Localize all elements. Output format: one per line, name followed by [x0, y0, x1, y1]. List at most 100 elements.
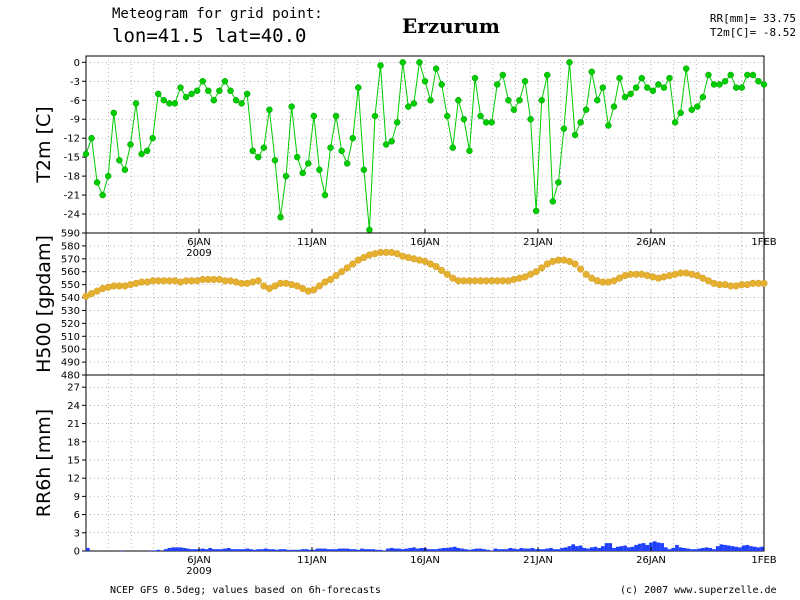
- h500-point: [571, 260, 579, 268]
- rr-bar: [730, 546, 735, 551]
- rr-bar: [726, 545, 731, 551]
- rr-bar: [208, 547, 212, 551]
- stat-rr-total: RR[mm]= 33.75: [709, 12, 796, 25]
- rr-bar: [252, 549, 257, 551]
- rr-bar: [534, 549, 538, 551]
- xtick-label: 1FEB: [751, 555, 776, 566]
- rr-bar: [312, 549, 316, 551]
- t2m-point: [660, 84, 668, 91]
- rr-bar: [541, 549, 546, 551]
- t2m-point: [560, 125, 568, 132]
- rr-bar: [523, 548, 527, 551]
- h500-point: [532, 268, 540, 276]
- ytick-label-temperature: -24: [64, 210, 80, 221]
- rr-bar: [178, 547, 183, 551]
- t2m-point: [349, 134, 357, 142]
- ytick-label-precipitation: 3: [74, 528, 80, 539]
- xtick-label: 26JAN: [636, 237, 666, 248]
- t2m-point: [427, 97, 434, 104]
- t2m-point: [205, 87, 212, 95]
- t2m-point: [177, 84, 184, 91]
- rr-bar: [600, 546, 605, 551]
- rr-bar: [319, 548, 324, 551]
- t2m-point: [532, 207, 540, 215]
- ytick-label-temperature: -15: [64, 153, 80, 164]
- rr-bar: [623, 545, 627, 551]
- y-axis-label-geopotential: H500 [gpdam]: [33, 235, 55, 373]
- rr-bar: [363, 549, 368, 551]
- rr-bar: [497, 549, 501, 551]
- rr-bar: [171, 547, 175, 551]
- rr-bar: [593, 546, 598, 551]
- t2m-point: [727, 71, 734, 79]
- t2m-point: [716, 81, 723, 88]
- rr-bar: [237, 549, 242, 551]
- t2m-point: [255, 153, 262, 161]
- rr-bar: [308, 549, 312, 551]
- t2m-point: [694, 103, 701, 110]
- rr-bar: [289, 549, 294, 551]
- rr-bar: [441, 547, 446, 551]
- xtick-label: 6JAN: [187, 237, 210, 248]
- rr-bar: [148, 550, 153, 551]
- t2m-point: [410, 100, 418, 107]
- h500-point: [760, 279, 768, 287]
- ytick-label-geopotential: 480: [61, 371, 80, 382]
- t2m-point: [210, 97, 218, 104]
- rr-bar: [282, 549, 287, 551]
- rr-bar: [297, 549, 301, 551]
- rr-bar: [741, 545, 746, 551]
- rr-bar: [230, 549, 235, 551]
- footer-source: NCEP GFS 0.5deg; values based on 6h-fore…: [110, 585, 381, 596]
- t2m-point: [666, 74, 673, 82]
- ytick-label-geopotential: 520: [61, 319, 80, 330]
- ytick-label-precipitation: 0: [74, 547, 80, 558]
- xtick-label: 11JAN: [297, 237, 327, 248]
- rr-bar: [163, 549, 168, 551]
- rr-bar: [445, 547, 450, 551]
- t2m-point: [471, 74, 479, 82]
- rr-bar: [119, 550, 124, 551]
- rr-bar: [745, 544, 750, 551]
- rr-bar: [200, 548, 205, 551]
- t2m-point: [271, 157, 279, 164]
- rr-bar: [749, 546, 753, 551]
- t2m-point: [760, 81, 768, 88]
- t2m-point: [310, 112, 318, 120]
- h500-point: [254, 277, 262, 285]
- t2m-point: [460, 115, 468, 123]
- t2m-point: [327, 144, 334, 151]
- rr-bar: [300, 549, 305, 551]
- rr-bar: [678, 547, 683, 551]
- t2m-point: [288, 103, 295, 110]
- t2m-point: [627, 90, 634, 98]
- rr-bar: [463, 549, 468, 551]
- ytick-label-temperature: -9: [70, 115, 80, 126]
- t2m-point: [421, 78, 429, 85]
- rr-bar: [619, 546, 624, 551]
- rr-bar: [460, 548, 464, 551]
- t2m-point: [688, 106, 696, 113]
- rr-bar: [538, 549, 542, 551]
- rr-bar: [382, 550, 387, 551]
- t2m-point: [221, 78, 229, 85]
- ytick-label-temperature: -6: [70, 96, 80, 107]
- rr-bar: [389, 547, 394, 551]
- t2m-point: [749, 71, 757, 79]
- ytick-label-geopotential: 500: [61, 345, 80, 356]
- rr-bar: [449, 547, 453, 551]
- xtick-label: 11JAN: [297, 555, 327, 566]
- xtick-label: 1FEB: [751, 237, 776, 248]
- rr-bar: [519, 547, 524, 551]
- rr-bar: [567, 546, 572, 551]
- rr-bar: [430, 549, 435, 551]
- t2m-point: [577, 119, 584, 126]
- t2m-point: [321, 191, 329, 199]
- t2m-point: [744, 71, 751, 79]
- rr-bar: [278, 549, 283, 551]
- t2m-point: [582, 106, 590, 113]
- ytick-label-geopotential: 510: [61, 332, 80, 343]
- rr-bar: [478, 548, 483, 551]
- rr-bar: [267, 549, 272, 551]
- rr-bar: [760, 546, 764, 551]
